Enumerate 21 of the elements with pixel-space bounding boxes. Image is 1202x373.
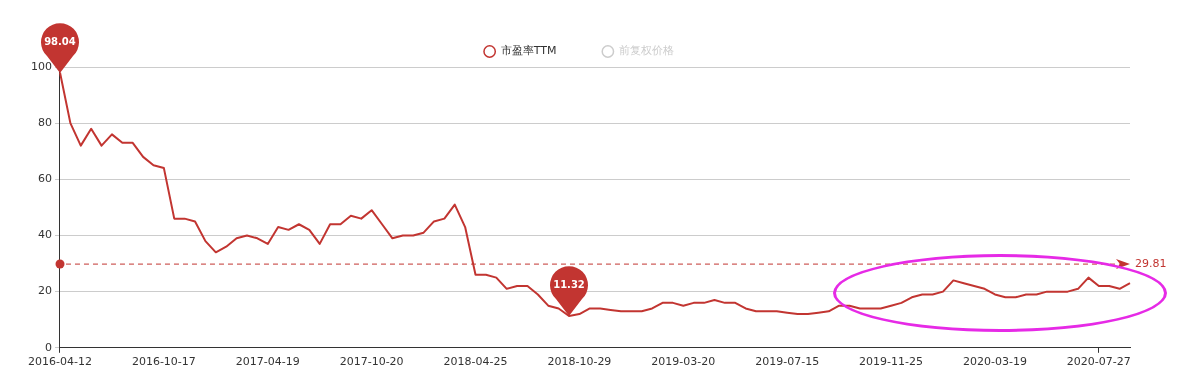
- y-tick-label: 40: [38, 228, 52, 242]
- x-tick-label: 2019-03-20: [651, 355, 716, 369]
- annotation: 98.04: [43, 34, 77, 49]
- y-tick-label: 100: [31, 59, 52, 73]
- x-tick-label: 2020-03-19: [962, 355, 1027, 369]
- x-tick-label: 2018-04-25: [443, 355, 508, 369]
- legend-label: 市盈率TTM: [500, 44, 557, 58]
- x-tick-label: 2020-07-27: [1066, 355, 1131, 369]
- x-tick-label: 2016-10-17: [131, 355, 196, 369]
- y-tick-label: 20: [38, 284, 52, 298]
- x-tick-label: 2016-04-12: [28, 355, 92, 369]
- x-tick-label: 2019-11-25: [859, 355, 924, 369]
- x-tick-label: 2019-07-15: [755, 355, 820, 369]
- x-tick-label: 2018-10-29: [547, 355, 612, 369]
- y-tick-label: 60: [38, 172, 52, 186]
- y-tick-label: 0: [45, 340, 52, 354]
- annotation: 11.32: [552, 278, 586, 292]
- x-tick-label: 2017-10-20: [339, 355, 404, 369]
- x-tick-label: 2017-04-19: [235, 355, 300, 369]
- ref-line-label: 29.81: [1135, 256, 1167, 270]
- y-tick-label: 80: [38, 116, 52, 130]
